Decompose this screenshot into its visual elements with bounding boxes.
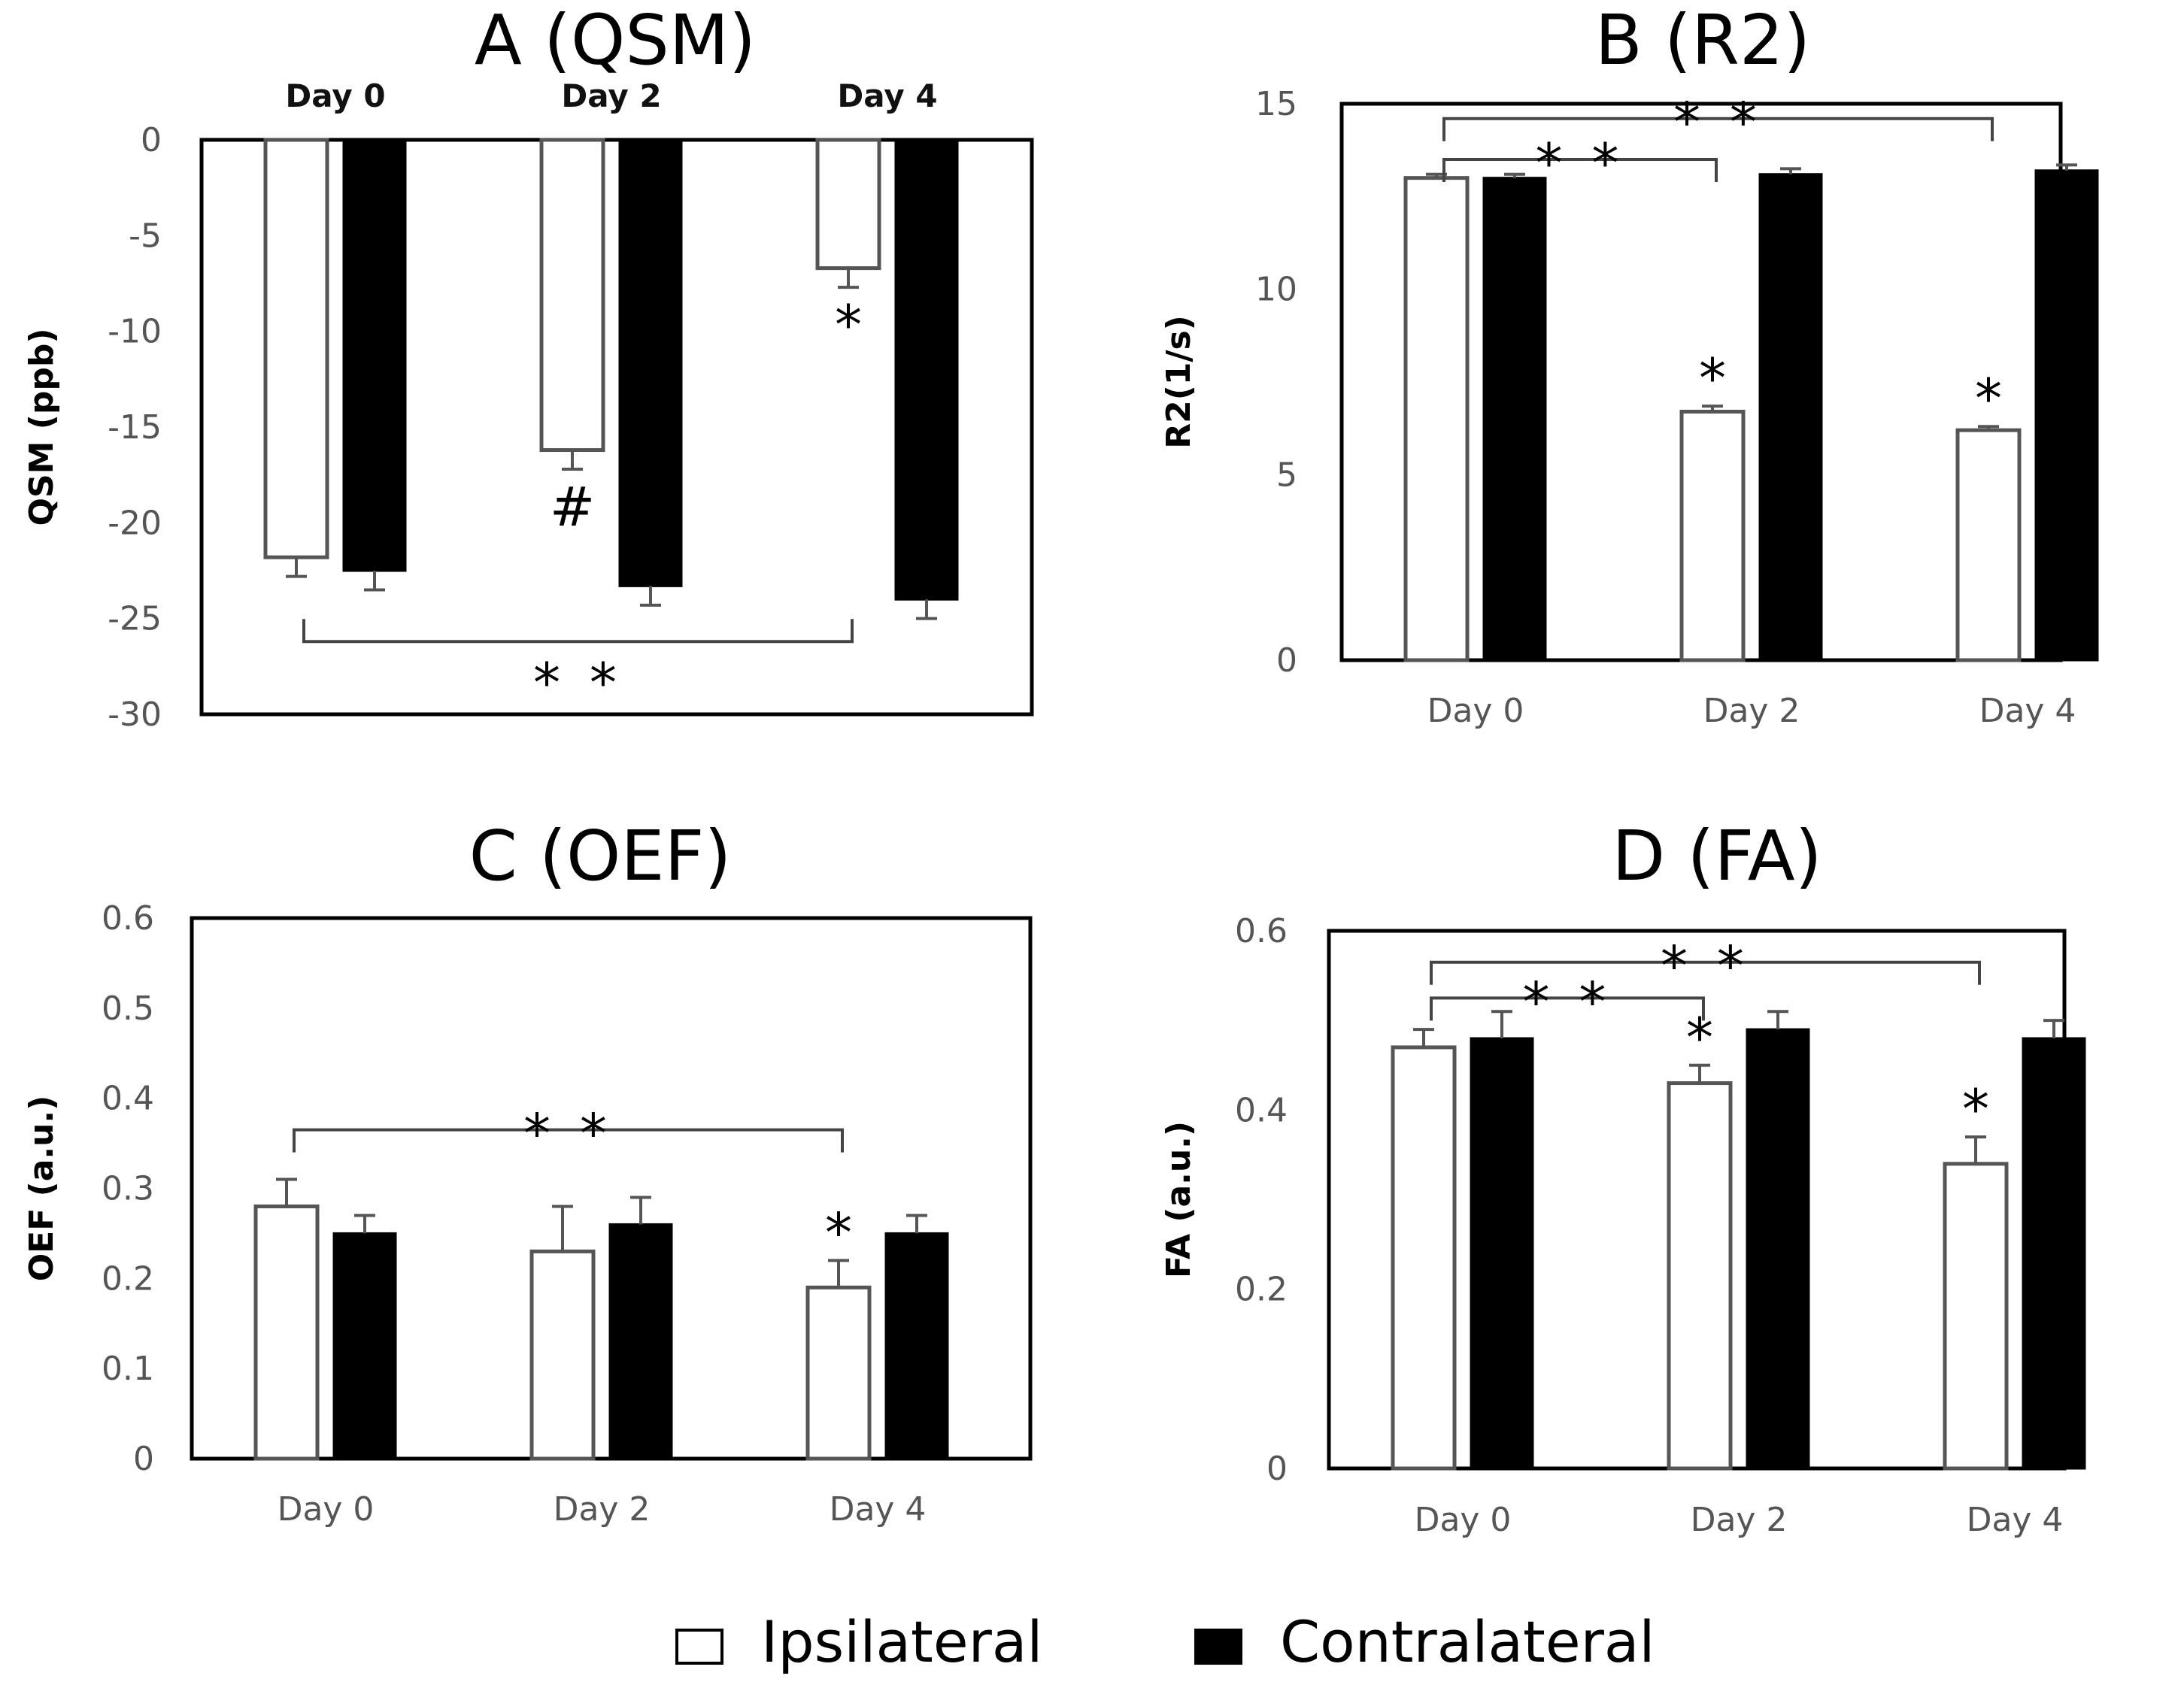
bar: [342, 138, 407, 572]
legend: Ipsilateral Contralateral: [675, 1608, 1655, 1675]
bar: [253, 1204, 320, 1461]
x-tick-label: Day 0: [1415, 1501, 1512, 1539]
bar: [1679, 409, 1746, 662]
y-tick-label: 5: [1276, 456, 1297, 494]
significance-marker: *: [1975, 367, 2002, 430]
y-tick-label: -5: [129, 217, 162, 255]
bar: [1403, 176, 1470, 662]
y-tick-label: 0.5: [102, 989, 154, 1028]
y-axis-label: R2(1/s): [1160, 315, 1198, 449]
y-axis-label: OEF (a.u.): [23, 1096, 61, 1282]
bar: [1667, 1081, 1733, 1471]
bar: [2022, 1037, 2086, 1470]
bar: [539, 138, 605, 453]
bar: [1746, 1028, 1810, 1470]
bar: [2034, 169, 2099, 662]
y-tick-label: 0.2: [102, 1259, 154, 1298]
x-tick-label: Day 0: [285, 77, 385, 114]
significance-marker: *: [825, 1201, 852, 1264]
bar: [1758, 173, 1823, 662]
bar: [805, 1285, 872, 1461]
y-tick-label: 0: [1266, 1450, 1288, 1488]
y-tick-label: 0.2: [1235, 1271, 1288, 1309]
bar: [1391, 1045, 1457, 1471]
x-tick-label: Day 4: [1967, 1501, 2064, 1539]
plot-frame: [199, 138, 1034, 717]
bar: [1943, 1162, 2009, 1471]
y-tick-label: -30: [108, 696, 162, 734]
legend-label: Ipsilateral: [761, 1608, 1043, 1675]
bar: [884, 1232, 949, 1460]
significance-label: * *: [523, 1102, 613, 1165]
significance-bracket: [293, 1128, 844, 1153]
significance-bracket: [1442, 117, 1994, 141]
x-tick-label: Day 4: [837, 77, 937, 114]
x-tick-label: Day 0: [278, 1490, 375, 1529]
significance-label: * *: [1536, 132, 1625, 195]
significance-label: * *: [1523, 970, 1612, 1033]
significance-marker: *: [1699, 347, 1726, 410]
panel-a: A (QSM) 0 -5 -10 -15 -20 -25 -30 QSM (ppb) Day 0 D…: [23, 0, 1034, 734]
bar: [1470, 1037, 1534, 1470]
y-tick-label: -20: [108, 504, 162, 542]
significance-bracket: [1442, 158, 1718, 182]
bar: [1955, 428, 2022, 662]
significance-label: * *: [1661, 935, 1750, 998]
y-tick-label: -25: [108, 600, 162, 638]
chart-title: C (OEF): [469, 816, 732, 896]
bar: [608, 1223, 673, 1460]
significance-bracket: [1430, 960, 1981, 985]
x-tick-label: Day 2: [561, 77, 661, 114]
significance-bracket: [1430, 996, 1705, 1021]
y-tick-label: 0.6: [1235, 912, 1288, 950]
bar: [263, 138, 329, 559]
y-tick-label: 15: [1255, 85, 1297, 123]
legend-swatch: [675, 1629, 723, 1665]
y-axis-label: QSM (ppb): [23, 329, 61, 526]
y-tick-label: 0.1: [102, 1350, 154, 1388]
significance-marker: *: [1686, 1006, 1713, 1069]
y-tick-label: -15: [108, 408, 162, 447]
y-tick-label: 0: [1276, 641, 1297, 680]
chart-title: B (R2): [1595, 0, 1811, 80]
panel-d: D (FA) 0 0.2 0.4 0.6 FA (a.u.) Day 0 Day 2 Day 4…: [1160, 816, 2086, 1539]
bar: [1482, 177, 1547, 662]
bar: [618, 138, 683, 587]
significance-marker: #: [550, 475, 595, 538]
y-tick-label: -10: [108, 313, 162, 351]
bar: [529, 1249, 596, 1461]
x-tick-label: Day 4: [830, 1490, 927, 1529]
legend-label: Contralateral: [1280, 1608, 1655, 1675]
legend-swatch: [1194, 1629, 1242, 1665]
chart-title: A (QSM): [475, 0, 756, 80]
significance-bracket: [302, 619, 854, 644]
y-tick-label: 0: [133, 1440, 154, 1478]
bar: [332, 1232, 397, 1460]
y-tick-label: 0.3: [102, 1170, 154, 1208]
bar: [894, 138, 959, 601]
x-tick-label: Day 2: [1703, 692, 1800, 730]
panel-b: B (R2) 0 5 10 15 R2(1/s) Day 0 Day 2 Day 4 * * * * *…: [1160, 0, 2099, 730]
x-tick-label: Day 4: [1979, 692, 2076, 730]
significance-marker: *: [1962, 1077, 1989, 1141]
y-axis-label: FA (a.u.): [1160, 1121, 1198, 1278]
y-tick-label: 10: [1255, 271, 1297, 309]
x-tick-label: Day 2: [1691, 1501, 1788, 1539]
y-tick-label: 0.4: [1235, 1091, 1288, 1129]
significance-label: * *: [533, 651, 623, 714]
significance-marker: *: [835, 293, 862, 356]
chart-title: D (FA): [1612, 816, 1822, 896]
y-tick-label: 0: [141, 121, 162, 159]
significance-label: * *: [1673, 91, 1763, 154]
x-tick-label: Day 2: [554, 1490, 651, 1529]
y-tick-label: 0.4: [102, 1080, 154, 1118]
bar: [815, 138, 881, 271]
y-tick-label: 0.6: [102, 899, 154, 938]
x-tick-label: Day 0: [1427, 692, 1524, 730]
panel-c: C (OEF) 0 0.1 0.2 0.3 0.4 0.5 0.6 OEF (a.u.) Day …: [23, 816, 1033, 1529]
